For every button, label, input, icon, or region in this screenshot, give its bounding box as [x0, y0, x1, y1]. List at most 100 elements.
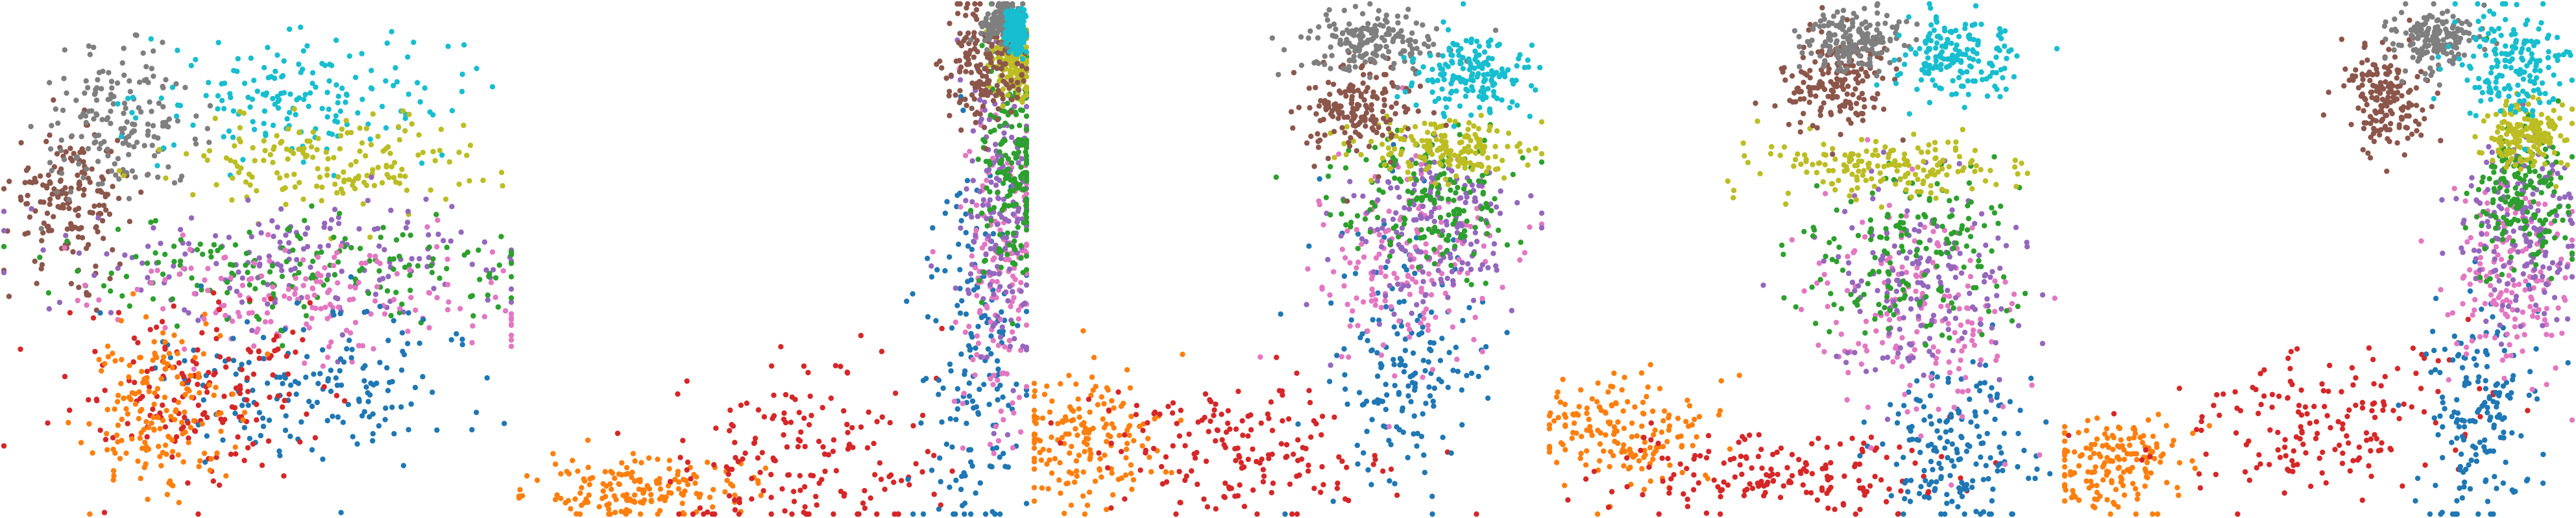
scatter-point [240, 417, 246, 423]
scatter-point [476, 247, 481, 253]
scatter-point [1476, 142, 1481, 148]
scatter-point [308, 264, 313, 270]
scatter-point [144, 172, 151, 178]
scatter-point [95, 228, 101, 235]
scatter-point [177, 227, 184, 232]
scatter-point [119, 60, 125, 66]
scatter-point [420, 317, 426, 323]
scatter-point [1207, 397, 1213, 403]
scatter-point [1480, 191, 1486, 197]
scatter-point [1389, 132, 1395, 138]
scatter-point [1018, 175, 1024, 181]
scatter-point [339, 268, 345, 275]
scatter-point [752, 436, 759, 441]
scatter-point [449, 108, 456, 114]
scatter-point [1307, 400, 1313, 406]
scatter-point [162, 325, 168, 331]
scatter-point [704, 460, 711, 465]
scatter-point [293, 256, 300, 263]
scatter-point [99, 117, 105, 123]
scatter-point [121, 101, 128, 106]
scatter-point [73, 97, 79, 103]
scatter-point [1341, 66, 1346, 71]
scatter-point [261, 65, 267, 71]
scatter-point [270, 95, 276, 102]
scatter-point [1306, 243, 1312, 249]
scatter-point [367, 392, 373, 398]
scatter-point [1399, 225, 1405, 231]
scatter-point [258, 230, 264, 236]
scatter-point [162, 346, 168, 352]
scatter-point [1008, 109, 1014, 115]
scatter-point [1429, 493, 1435, 499]
scatter-point [446, 299, 452, 305]
scatter-point [831, 511, 836, 517]
scatter-point [1127, 385, 1134, 391]
scatter-point [412, 384, 419, 391]
scatter-point [186, 378, 191, 384]
scatter-point [977, 386, 982, 392]
scatter-point [989, 21, 995, 27]
scatter-point [558, 471, 564, 477]
scatter-point [1413, 141, 1419, 147]
scatter-point [920, 511, 927, 517]
scatter-point [1017, 42, 1023, 48]
scatter-point [324, 172, 330, 179]
scatter-point [335, 414, 341, 420]
scatter-point [271, 337, 277, 343]
scatter-point [1104, 439, 1110, 445]
scatter-point [108, 121, 114, 127]
scatter-point [281, 473, 287, 479]
scatter-point [328, 217, 335, 223]
scatter-point [185, 420, 191, 426]
scatter-point [1410, 350, 1416, 356]
scatter-point [34, 280, 40, 286]
scatter-point [1383, 43, 1389, 50]
scatter-point [285, 156, 291, 162]
scatter-point [178, 237, 184, 243]
scatter-point [1311, 60, 1317, 66]
scatter-point [96, 356, 102, 363]
scatter-point [1304, 140, 1310, 146]
scatter-point [958, 43, 965, 49]
scatter-point [1486, 165, 1492, 171]
scatter-point [313, 305, 319, 312]
scatter-point [1471, 162, 1477, 169]
scatter-point [1393, 100, 1399, 106]
scatter-point [337, 132, 344, 139]
scatter-point [349, 359, 355, 365]
scatter-point [118, 134, 125, 140]
scatter-point [204, 288, 211, 293]
scatter-point [325, 156, 331, 162]
scatter-point [357, 148, 363, 154]
scatter-point [1417, 83, 1424, 89]
scatter-point [1409, 264, 1415, 270]
scatter-point [405, 341, 411, 347]
scatter-point [1088, 392, 1094, 399]
scatter-point [1433, 26, 1440, 32]
scatter-point [988, 246, 993, 252]
scatter-point [1439, 232, 1445, 238]
scatter-point [1241, 464, 1247, 470]
scatter-point [143, 375, 149, 382]
scatter-point [1479, 146, 1485, 153]
scatter-point [286, 391, 292, 397]
scatter-point [1446, 232, 1452, 239]
scatter-point [991, 450, 997, 456]
scatter-point [1020, 269, 1026, 275]
scatter-point [1430, 399, 1436, 404]
scatter-point [438, 127, 444, 132]
scatter-point [993, 175, 1000, 182]
scatter-point [725, 471, 731, 477]
scatter-point [1082, 449, 1088, 454]
scatter-point [110, 477, 116, 483]
scatter-point [175, 102, 181, 108]
scatter-point [1383, 71, 1389, 78]
scatter-point [1399, 408, 1405, 413]
scatter-point [249, 96, 256, 103]
scatter-point [108, 168, 115, 174]
scatter-point [931, 452, 937, 458]
scatter-point [1433, 180, 1439, 186]
scatter-point [1445, 182, 1451, 188]
scatter-point [1306, 462, 1311, 468]
